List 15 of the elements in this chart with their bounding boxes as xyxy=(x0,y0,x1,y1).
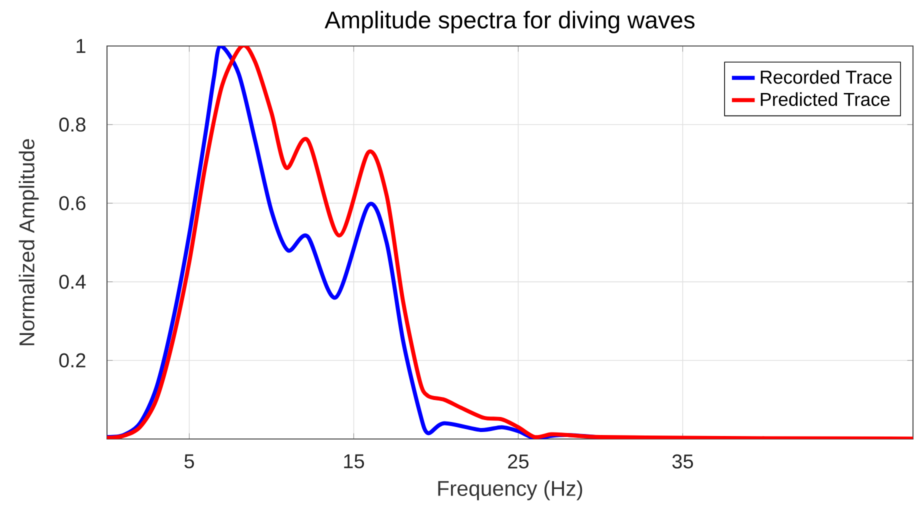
x-tick-label: 35 xyxy=(672,454,693,469)
y-tick-label: 0.4 xyxy=(59,274,86,289)
line-series xyxy=(107,46,913,439)
y-tick-label: 1 xyxy=(76,39,86,53)
x-tick-label: 5 xyxy=(184,454,194,468)
legend-label: Predicted Trace xyxy=(760,92,890,106)
x-tick-label: 25 xyxy=(508,454,529,469)
x-tick-label: 15 xyxy=(344,454,364,468)
legend-label: Recorded Trace xyxy=(760,70,892,84)
x-axis-title: Frequency (Hz) xyxy=(438,480,582,500)
y-tick-label: 0.6 xyxy=(59,196,86,210)
chart-title: Amplitude spectra for diving waves xyxy=(324,10,694,34)
y-tick-label: 0.8 xyxy=(59,118,86,132)
y-tick-label: 0.2 xyxy=(59,353,86,368)
y-axis-title: Normalized Amplitude xyxy=(18,139,39,346)
